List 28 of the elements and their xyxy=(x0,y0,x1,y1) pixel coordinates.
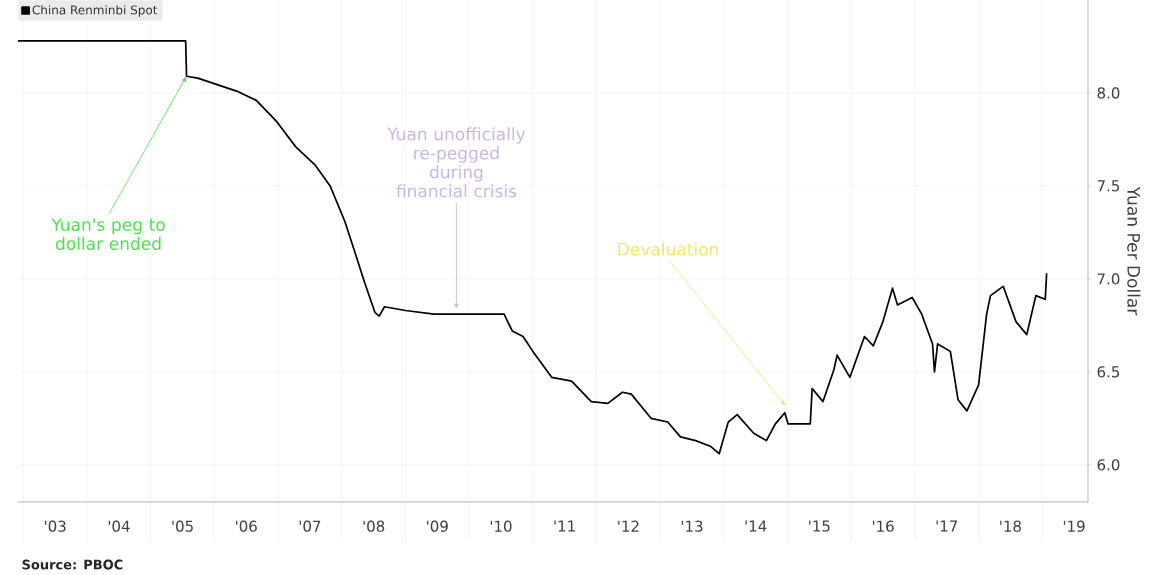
source-note: Source: PBOC xyxy=(22,559,123,570)
y-tick-label: 6.0 xyxy=(1097,459,1120,471)
y-axis-title: Yuan Per Dollar xyxy=(1127,186,1141,316)
annotation: Devaluation xyxy=(618,242,718,256)
y-tick-label: 8.0 xyxy=(1097,87,1120,99)
annotation: Yuan unofficially re-pegged during financial crisis xyxy=(387,127,526,198)
x-tick-label: '06 xyxy=(236,520,257,532)
x-tick-label: '10 xyxy=(490,520,512,532)
x-tick-label: '03 xyxy=(45,520,66,532)
annotation: Yuan's peg to dollar ended xyxy=(51,218,165,251)
x-tick-label: '12 xyxy=(618,520,639,532)
x-tick-label: '08 xyxy=(363,520,385,532)
x-tick-label: '16 xyxy=(872,520,894,532)
x-tick-label: '04 xyxy=(108,520,130,532)
x-tick-label: '07 xyxy=(299,520,321,532)
x-tick-label: '13 xyxy=(681,520,703,532)
x-tick-label: '09 xyxy=(427,520,448,532)
legend-label: China Renminbi Spot xyxy=(32,5,158,17)
y-tick-label: 7.5 xyxy=(1097,180,1120,192)
y-tick-label: 7.0 xyxy=(1097,273,1120,285)
x-tick-label: '11 xyxy=(554,520,575,532)
y-tick-label: 6.5 xyxy=(1097,366,1120,378)
x-tick-label: '18 xyxy=(1000,520,1021,532)
x-tick-label: '14 xyxy=(745,520,767,532)
x-tick-label: '05 xyxy=(172,520,193,532)
x-tick-label: '17 xyxy=(936,520,958,532)
x-tick-label: '15 xyxy=(809,520,830,532)
x-tick-label: '19 xyxy=(1063,520,1085,532)
